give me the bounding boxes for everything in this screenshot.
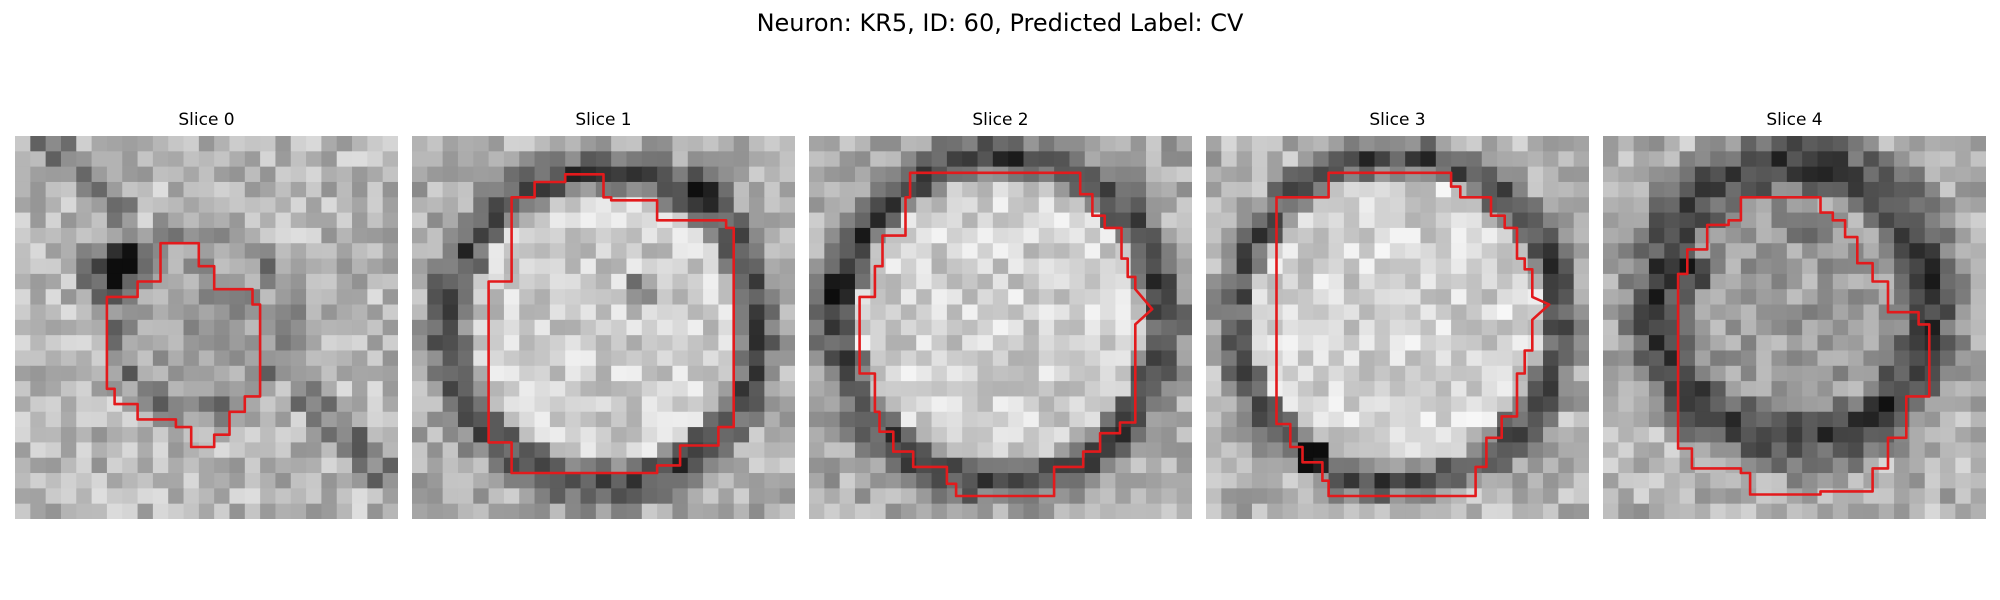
slice-panel-3: Slice 3 xyxy=(1206,108,1589,519)
em-patch-pixels xyxy=(809,136,1192,519)
slice-panel-1: Slice 1 xyxy=(412,108,795,519)
slice-image xyxy=(809,136,1192,519)
em-patch-pixels xyxy=(1603,136,1986,519)
slice-title: Slice 2 xyxy=(972,110,1029,130)
slice-image xyxy=(15,136,398,519)
slice-panel-4: Slice 4 xyxy=(1603,108,1986,519)
slice-image xyxy=(412,136,795,519)
slice-image xyxy=(1206,136,1589,519)
segmentation-contour xyxy=(1275,171,1551,498)
figure-title: Neuron: KR5, ID: 60, Predicted Label: CV xyxy=(756,9,1244,37)
segmentation-contour xyxy=(858,171,1154,498)
em-patch-pixels xyxy=(15,136,398,519)
slice-image xyxy=(1603,136,1986,519)
slice-title: Slice 3 xyxy=(1369,110,1426,130)
segmentation-contour xyxy=(1676,195,1931,496)
slice-title: Slice 0 xyxy=(178,110,235,130)
segmentation-contour xyxy=(105,241,262,449)
em-patch-pixels xyxy=(412,136,795,519)
slice-panel-0: Slice 0 xyxy=(15,108,398,519)
slice-title: Slice 1 xyxy=(575,110,632,130)
em-patch-pixels xyxy=(1206,136,1589,519)
slice-panel-2: Slice 2 xyxy=(809,108,1192,519)
segmentation-contour xyxy=(487,172,736,475)
slice-title: Slice 4 xyxy=(1766,110,1823,130)
